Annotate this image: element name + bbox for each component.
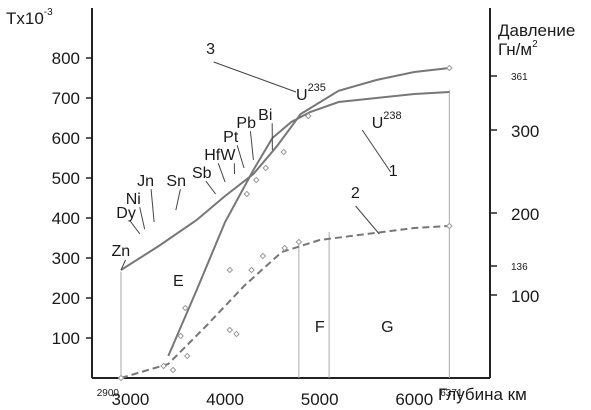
y-tick-label: 400 [52,209,80,228]
y-tick-label: 200 [52,289,80,308]
element-label: Jn [137,173,154,190]
isotope-label: U235 [296,82,326,104]
data-point-marker [117,374,125,382]
region-label: F [315,319,325,336]
pressure-tick-label: 100 [511,287,539,306]
curve-leader-line [355,205,380,235]
data-point-marker [182,304,189,312]
x-tick-label: 5000 [301,390,339,409]
element-leader-line [249,131,254,161]
data-point-marker [305,112,312,120]
curve-label: 3 [206,41,215,58]
element-leader-line [217,163,226,183]
series-line-2 [120,225,450,379]
pressure-tick-label: 300 [511,122,539,141]
x-tick-label: 3000 [112,390,150,409]
y-axis-right-title-line2: Гн/м2 [498,39,538,59]
y-tick-label: 300 [52,249,80,268]
element-label: Pt [223,129,239,146]
pressure-tick-label: 200 [511,205,539,224]
data-point-marker [183,352,191,360]
pressure-tick-label: 361 [511,72,528,83]
element-label: Sb [192,165,212,182]
curve-label: 1 [389,163,398,180]
element-label: Bi [258,107,272,124]
y-axis-left-title: Tx10-3 [6,7,53,28]
element-label: Hf [204,147,221,164]
data-point-marker [280,148,288,156]
y-tick-label: 800 [52,49,80,68]
y-axis-right-title-line1: Давление [498,21,575,40]
data-point-marker [446,64,453,72]
element-leader-line [175,189,181,211]
element-leader-line [205,180,216,195]
data-point-marker [295,238,303,246]
data-point-marker [177,332,184,340]
data-point-marker [169,366,177,374]
data-point-marker [226,326,234,334]
data-point-marker [243,190,251,198]
element-leader-line [236,145,245,169]
element-label: Pb [236,115,256,132]
curve-leader-line [213,61,297,93]
x-special-label: 6371 [440,388,463,399]
element-leader-line [139,207,146,230]
y-tick-label: 600 [52,129,80,148]
element-leader-line [150,189,155,223]
isotope-label: U238 [372,110,402,132]
y-tick-label: 700 [52,89,80,108]
x-special-label: 2900 [97,388,120,399]
element-label: Sn [166,173,186,190]
data-point-marker [248,266,255,274]
element-label: Ni [126,191,141,208]
data-point-marker [446,222,453,230]
data-point-marker [262,164,270,172]
element-label: Zn [112,243,131,260]
data-point-marker [252,176,260,184]
x-tick-label: 6000 [395,390,433,409]
y-tick-label: 500 [52,169,80,188]
region-label: G [381,319,393,336]
x-axis-title: Глубина км [438,385,527,404]
data-point-marker [233,330,240,338]
data-point-marker [281,244,288,252]
y-tick-label: 100 [52,329,80,348]
curve-label: 2 [351,185,360,202]
series-line-3 [120,67,450,271]
data-point-marker [160,362,167,370]
x-tick-label: 4000 [206,390,244,409]
pressure-tick-label: 136 [511,262,528,273]
data-point-marker [259,252,267,260]
element-label: Dy [116,205,136,222]
element-label: W [220,147,236,164]
curve-leader-line [361,129,392,173]
element-leader-line [129,220,141,235]
data-point-marker [226,266,234,274]
series-line-1 [167,91,450,357]
element-leader-line [120,259,126,271]
region-label: E [173,273,184,290]
